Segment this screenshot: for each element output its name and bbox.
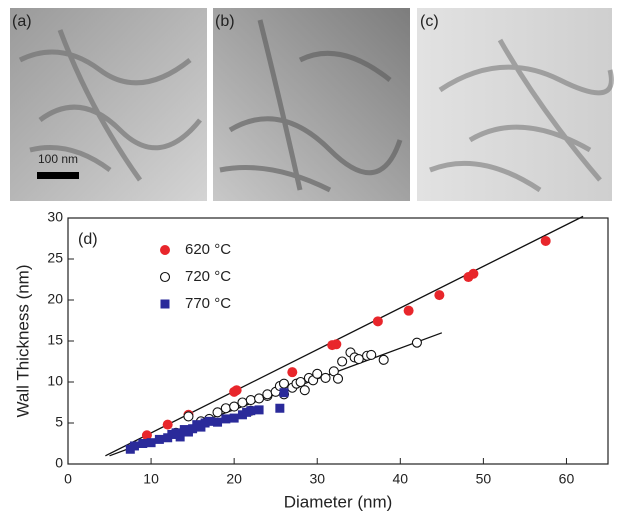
plot: (d) Diameter (nm) Wall Thickness (nm) 0 1… — [13, 209, 609, 511]
point — [332, 373, 344, 384]
fit-line — [105, 215, 584, 457]
point — [295, 376, 306, 388]
y-tick-label: 25 — [47, 250, 63, 266]
scale-bar-label: 100 nm — [38, 152, 78, 166]
x-tick-label: 60 — [559, 471, 575, 487]
point — [138, 439, 148, 448]
y-tick-label: 5 — [55, 414, 63, 430]
point — [212, 407, 223, 418]
y-tick-label: 15 — [47, 332, 63, 348]
point — [213, 417, 223, 427]
point — [434, 290, 445, 301]
point — [337, 356, 348, 367]
y-tick-label: 0 — [55, 455, 63, 471]
point — [378, 354, 389, 365]
legend-label: 770 °C — [185, 295, 231, 312]
point — [366, 349, 377, 360]
legend-label: 720 °C — [185, 268, 231, 285]
tem-image-a: 100 nm (a) — [10, 8, 207, 201]
point — [254, 405, 264, 415]
point — [229, 413, 239, 423]
point — [320, 372, 331, 383]
point — [162, 419, 173, 430]
point — [411, 337, 422, 348]
x-tick-label: 50 — [476, 471, 492, 487]
legend-marker — [160, 299, 170, 309]
x-tick-label: 20 — [226, 471, 242, 487]
point — [254, 393, 265, 404]
point — [287, 367, 298, 378]
point — [299, 385, 310, 396]
point — [312, 368, 323, 379]
panel-label: (a) — [12, 13, 32, 30]
point — [221, 414, 231, 424]
x-tick-label: 40 — [393, 471, 409, 487]
tem-image-b: (b) — [213, 8, 410, 201]
point — [154, 434, 164, 444]
x-tick-label: 10 — [143, 471, 159, 487]
y-tick-label: 30 — [47, 209, 63, 225]
point — [246, 406, 256, 416]
point — [204, 416, 214, 426]
point — [237, 397, 248, 408]
y-tick-label: 20 — [47, 291, 63, 307]
point — [175, 432, 185, 442]
point — [279, 388, 289, 398]
point — [275, 403, 285, 413]
x-tick-label: 30 — [309, 471, 325, 487]
point — [220, 403, 231, 414]
legend-marker — [159, 271, 171, 283]
point — [353, 353, 364, 365]
point — [403, 305, 414, 316]
legend-marker — [160, 245, 170, 255]
point — [141, 430, 152, 441]
point — [183, 411, 194, 422]
point — [278, 378, 290, 389]
legend-label: 620 °C — [185, 241, 231, 258]
panel-label: (b) — [215, 13, 235, 30]
x-tick-label: 0 — [64, 471, 72, 487]
point — [331, 339, 342, 350]
point — [229, 401, 240, 412]
x-axis-title: Diameter (nm) — [284, 492, 393, 511]
point — [372, 316, 383, 327]
y-tick-label: 10 — [47, 373, 63, 389]
point — [245, 394, 256, 406]
tem-image-c: (c) — [417, 8, 614, 201]
point — [540, 235, 551, 246]
panel-label: (c) — [420, 13, 439, 30]
point — [262, 389, 273, 400]
point — [146, 438, 156, 448]
point — [328, 366, 339, 377]
point — [468, 268, 479, 279]
y-axis-title: Wall Thickness (nm) — [13, 264, 32, 417]
panel-label: (d) — [78, 231, 98, 248]
point — [231, 385, 242, 396]
point — [129, 441, 139, 451]
